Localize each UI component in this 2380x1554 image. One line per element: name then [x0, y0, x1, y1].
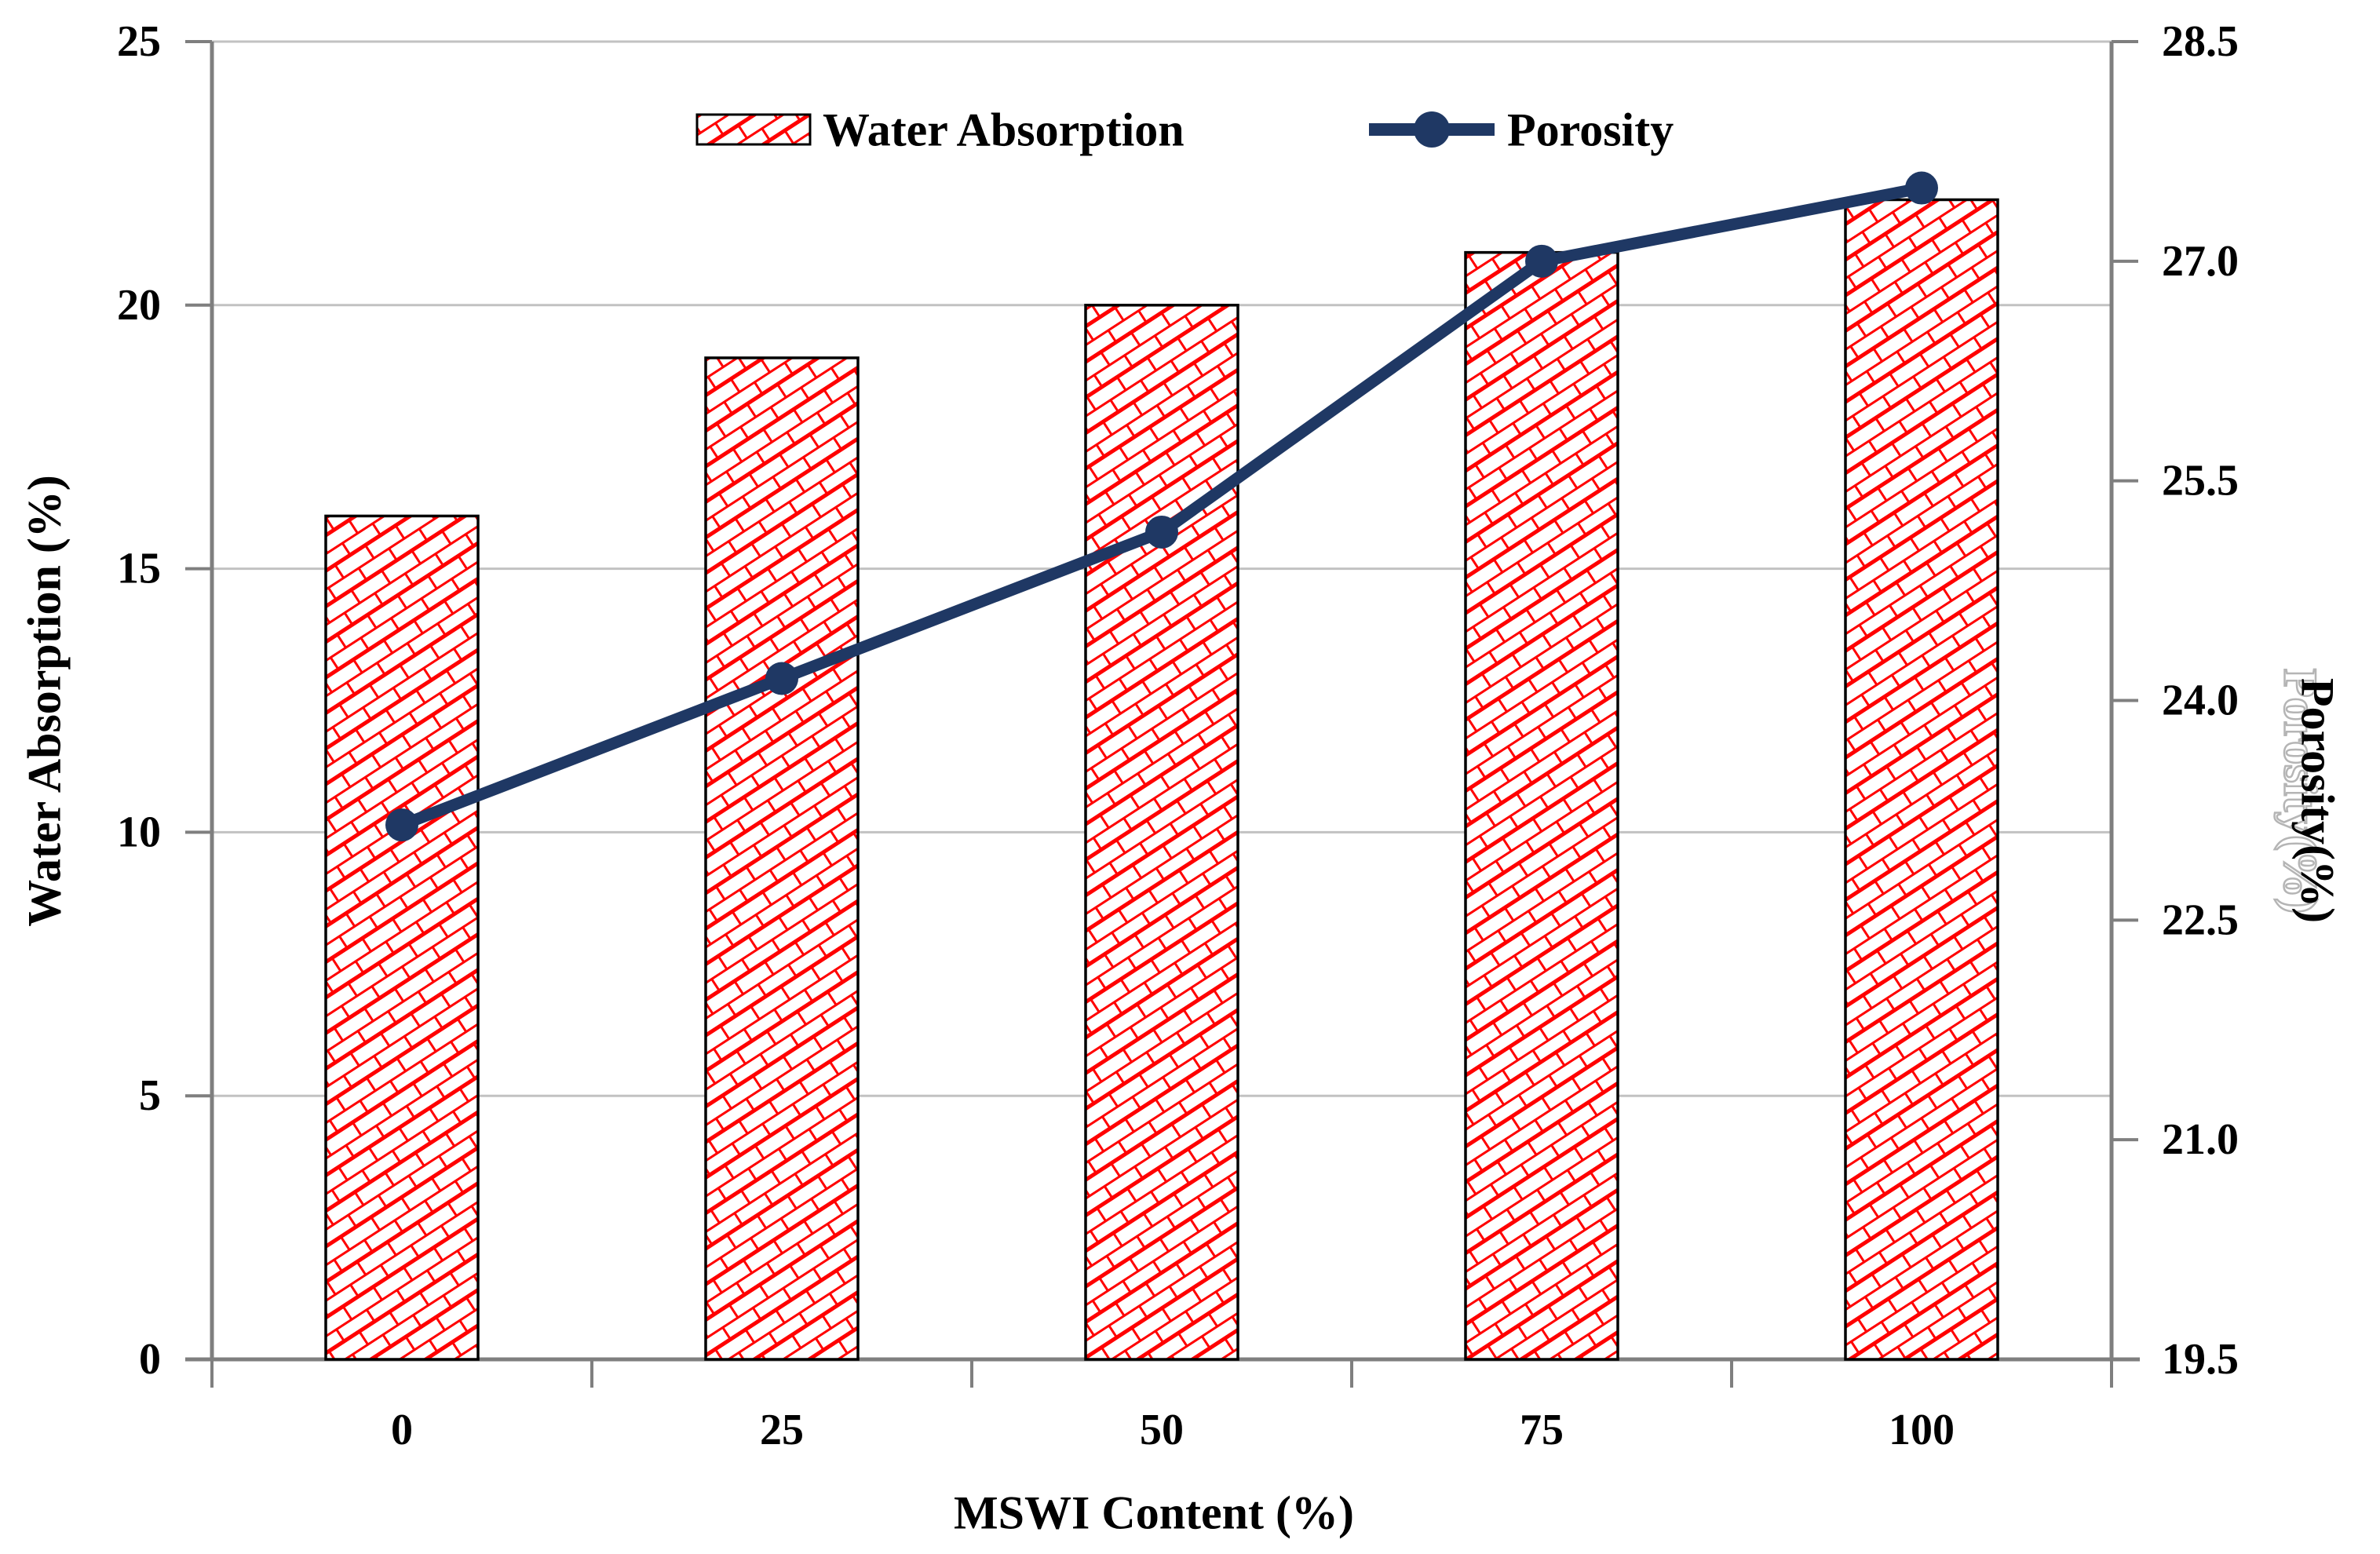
right-axis-tick-label: 19.5 [2162, 1335, 2239, 1384]
right-axis-title: Porosity(%) [2291, 677, 2344, 924]
x-axis-category-label: 25 [760, 1406, 804, 1454]
legend-label-porosity: Porosity [1507, 104, 1674, 156]
porosity-marker [1905, 171, 1938, 205]
porosity-marker [1145, 515, 1178, 549]
porosity-marker [1525, 244, 1558, 278]
x-axis-category-label: 50 [1140, 1406, 1184, 1454]
left-axis-tick-label: 5 [139, 1071, 161, 1120]
right-axis-tick-label: 21.0 [2162, 1115, 2239, 1164]
left-axis-tick-label: 0 [139, 1335, 161, 1384]
right-axis-tick-label: 27.0 [2162, 237, 2239, 286]
x-axis-category-label: 75 [1520, 1406, 1564, 1454]
bar-water-absorption [1464, 250, 1619, 1361]
porosity-marker [385, 808, 418, 842]
left-axis-tick-label: 10 [117, 808, 161, 856]
porosity-marker [765, 662, 798, 695]
x-axis-category-label: 0 [391, 1406, 413, 1454]
left-axis-tick-label: 15 [117, 545, 161, 593]
right-axis-tick-label: 22.5 [2162, 896, 2239, 944]
legend-swatch-water-absorption [695, 113, 812, 146]
x-axis-title: MSWI Content (%) [954, 1487, 1354, 1539]
legend-label-water-absorption: Water Absorption [823, 104, 1185, 156]
right-axis-tick-label: 28.5 [2162, 17, 2239, 66]
bar-water-absorption [1084, 304, 1239, 1361]
bar-water-absorption [324, 514, 480, 1361]
bar-water-absorption [1844, 198, 1999, 1361]
x-axis-category-label: 100 [1889, 1406, 1955, 1454]
left-axis-tick-label: 20 [117, 281, 161, 330]
right-axis-tick-label: 24.0 [2162, 677, 2239, 725]
left-axis-tick-label: 25 [117, 17, 161, 66]
left-axis-title: Water Absorption (%) [18, 475, 71, 927]
bar-water-absorption [704, 356, 860, 1361]
right-axis-tick-label: 25.5 [2162, 457, 2239, 505]
legend-marker-sample-porosity [1414, 111, 1450, 148]
